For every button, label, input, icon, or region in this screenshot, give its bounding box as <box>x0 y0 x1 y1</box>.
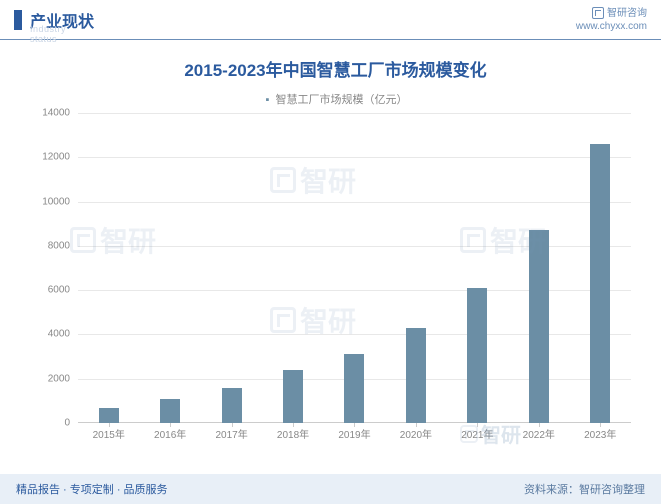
x-tick-label: 2019年 <box>338 426 370 441</box>
legend-label: 智慧工厂市场规模（亿元） <box>276 94 408 106</box>
x-tick-label: 2023年 <box>584 426 616 441</box>
y-tick-label: 2000 <box>48 373 70 384</box>
y-tick-label: 12000 <box>42 152 70 163</box>
bar-slot: 2018年 <box>262 113 323 423</box>
bar-slot: 2023年 <box>570 113 631 423</box>
y-tick-label: 10000 <box>42 196 70 207</box>
y-axis: 02000400060008000100001200014000 <box>40 113 74 423</box>
x-tick-label: 2022年 <box>523 426 555 441</box>
header-right: 智研咨询 www.chyxx.com <box>576 7 647 33</box>
y-tick-label: 14000 <box>42 108 70 119</box>
header-left: 产业现状 Industry status <box>14 8 94 32</box>
bar <box>590 144 610 423</box>
bar <box>99 408 119 424</box>
chart-legend: ▪ 智慧工厂市场规模（亿元） <box>40 91 631 107</box>
bar-slot: 2016年 <box>139 113 200 423</box>
footer-left: 精品报告 · 专项定制 · 品质服务 <box>16 481 168 497</box>
legend-marker: ▪ <box>264 94 272 102</box>
bar-slot: 2020年 <box>385 113 446 423</box>
footer-right: 资料来源：智研咨询整理 <box>524 481 645 497</box>
header-accent-block <box>14 10 22 30</box>
brand-logo: 智研咨询 <box>576 7 647 20</box>
chart-title: 2015-2023年中国智慧工厂市场规模变化 <box>40 56 631 81</box>
bar <box>467 288 487 423</box>
y-tick-label: 4000 <box>48 329 70 340</box>
page-header: 产业现状 Industry status 智研咨询 www.chyxx.com <box>0 0 661 40</box>
bar <box>406 328 426 423</box>
bar-slot: 2015年 <box>78 113 139 423</box>
x-tick-label: 2015年 <box>93 426 125 441</box>
bar <box>529 230 549 423</box>
bar <box>283 370 303 423</box>
bar-slot: 2017年 <box>201 113 262 423</box>
bar <box>222 388 242 423</box>
section-title: 产业现状 Industry status <box>30 8 94 32</box>
x-tick-label: 2020年 <box>400 426 432 441</box>
y-tick-label: 6000 <box>48 285 70 296</box>
chart-plot: 02000400060008000100001200014000 2015年20… <box>40 113 631 443</box>
brand-url: www.chyxx.com <box>576 20 647 33</box>
bar <box>160 399 180 423</box>
bar-slot: 2021年 <box>447 113 508 423</box>
y-tick-label: 0 <box>64 418 70 429</box>
x-tick-label: 2021年 <box>461 426 493 441</box>
y-tick-label: 8000 <box>48 240 70 251</box>
bars-container: 2015年2016年2017年2018年2019年2020年2021年2022年… <box>78 113 631 423</box>
bar <box>344 354 364 423</box>
brand-icon <box>592 7 604 19</box>
brand-name: 智研咨询 <box>607 7 647 20</box>
chart-area: 2015-2023年中国智慧工厂市场规模变化 ▪ 智慧工厂市场规模（亿元） 0 20… <box>0 40 661 466</box>
bar-slot: 2022年 <box>508 113 569 423</box>
x-tick-label: 2018年 <box>277 426 309 441</box>
page-footer: 精品报告 · 专项定制 · 品质服务 资料来源：智研咨询整理 <box>0 474 661 504</box>
x-tick-label: 2017年 <box>215 426 247 441</box>
x-tick-label: 2016年 <box>154 426 186 441</box>
bar-slot: 2019年 <box>324 113 385 423</box>
